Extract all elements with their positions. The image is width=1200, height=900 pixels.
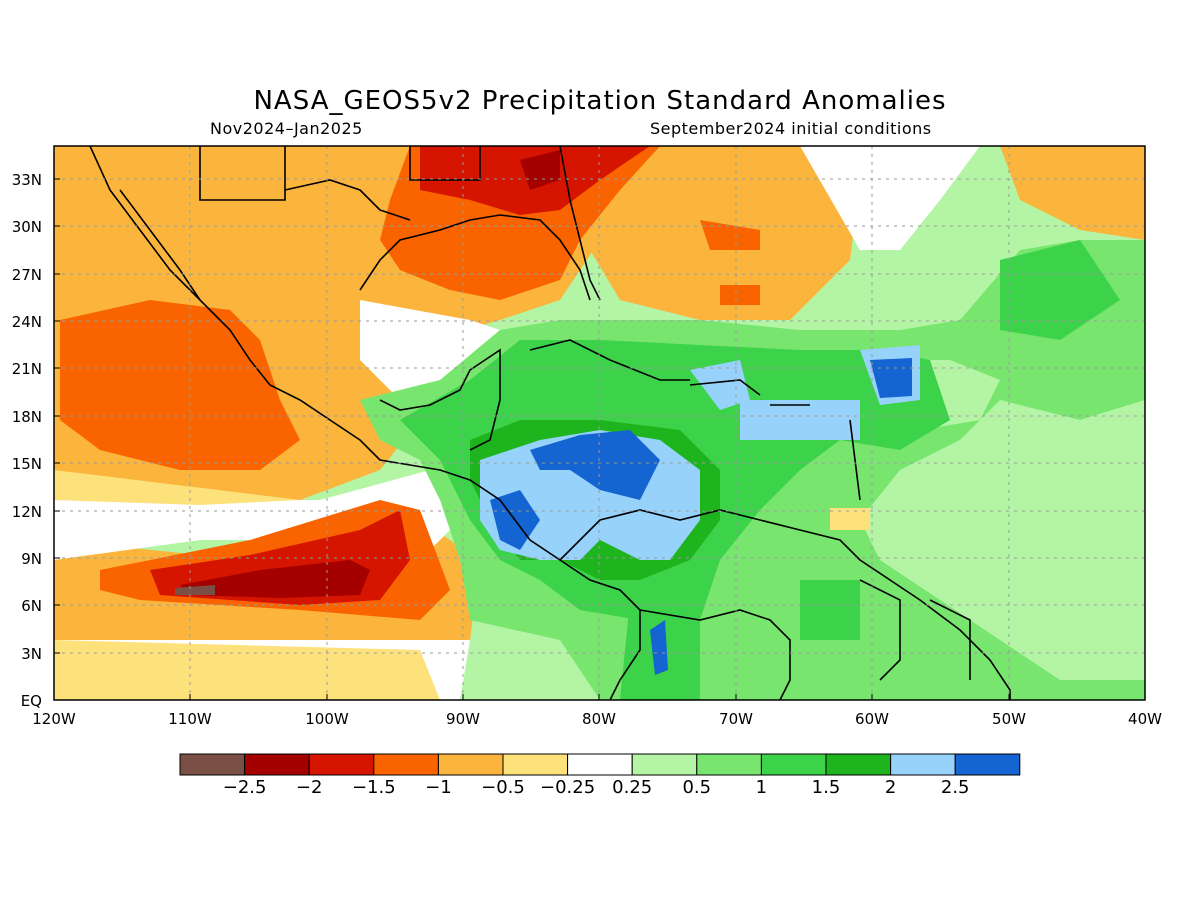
lat-label: 12N <box>12 503 42 521</box>
colorbar-label: −0.5 <box>481 777 525 798</box>
lon-label: 80W <box>582 710 616 728</box>
lat-label: 21N <box>12 360 42 378</box>
lat-label: 24N <box>12 313 42 331</box>
colorbar-label: −1 <box>425 777 452 798</box>
lat-label: 15N <box>12 455 42 473</box>
lon-label: 110W <box>168 710 212 728</box>
latitude-labels: 33N 30N 27N 24N 21N 18N 15N 12N 9N 6N 3N… <box>12 171 42 710</box>
colorbar-swatch <box>696 753 762 776</box>
colorbar: −2.5 −2 −1.5 −1 −0.5 −0.25 0.25 0.5 1 1.5 2 2.5 <box>179 753 1021 798</box>
lon-label: 50W <box>992 710 1026 728</box>
graticule <box>54 146 1145 700</box>
lon-label: 70W <box>719 710 753 728</box>
coastlines <box>89 146 1011 700</box>
lon-label: 40W <box>1128 710 1162 728</box>
tick-marks <box>54 178 1010 700</box>
colorbar-label: −2.5 <box>223 777 267 798</box>
lat-label: 9N <box>21 550 42 568</box>
colorbar-swatch <box>825 753 892 776</box>
colorbar-swatch <box>631 753 698 776</box>
colorbar-swatch <box>179 753 246 776</box>
colorbar-label: −0.25 <box>540 777 595 798</box>
initial-conditions: September2024 initial conditions <box>650 119 932 138</box>
colorbar-swatch <box>890 753 956 776</box>
colorbar-label: 0.25 <box>612 777 652 798</box>
lat-label: 6N <box>21 597 42 615</box>
colorbar-label: 0.5 <box>682 777 711 798</box>
colorbar-label: 1.5 <box>812 777 841 798</box>
colorbar-label: 1 <box>756 777 767 798</box>
colorbar-label: 2.5 <box>941 777 970 798</box>
colorbar-label: −1.5 <box>352 777 396 798</box>
forecast-period: Nov2024–Jan2025 <box>210 119 363 138</box>
colorbar-label: 2 <box>885 777 896 798</box>
lat-label: 18N <box>12 408 42 426</box>
colorbar-swatch <box>244 753 310 776</box>
lat-label: 3N <box>21 645 42 663</box>
colorbar-swatch <box>437 753 504 776</box>
colorbar-swatch <box>373 753 439 776</box>
lat-label: EQ <box>21 692 42 710</box>
lat-label: 30N <box>12 218 42 236</box>
lon-label: 60W <box>855 710 889 728</box>
lat-label: 27N <box>12 266 42 284</box>
lon-label: 100W <box>305 710 349 728</box>
colorbar-swatch <box>308 753 375 776</box>
lat-label: 33N <box>12 171 42 189</box>
lon-label: 120W <box>32 710 76 728</box>
colorbar-swatch <box>502 753 569 776</box>
colorbar-swatch <box>954 753 1021 776</box>
longitude-labels: 120W 110W 100W 90W 80W 70W 60W 50W 40W <box>32 710 1162 728</box>
anomaly-field <box>54 146 1145 700</box>
colorbar-swatch <box>760 753 827 776</box>
lon-label: 90W <box>446 710 480 728</box>
colorbar-swatch <box>567 753 633 776</box>
map-title: NASA_GEOS5v2 Precipitation Standard Anom… <box>253 86 947 116</box>
colorbar-label: −2 <box>296 777 323 798</box>
